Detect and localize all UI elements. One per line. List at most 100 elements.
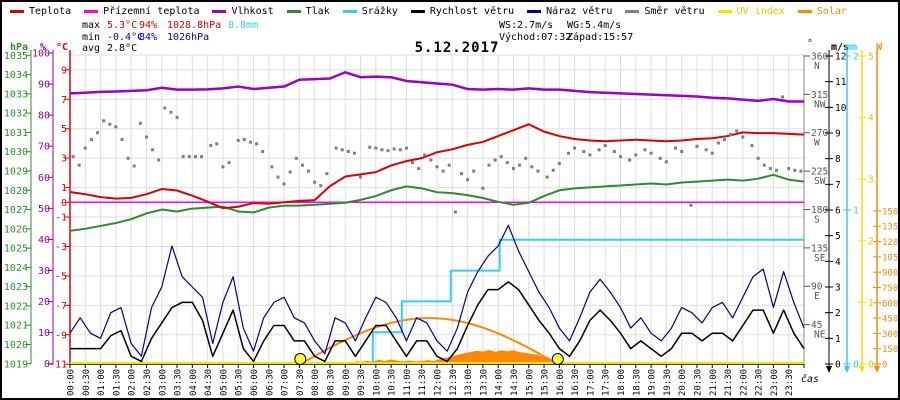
max-temp: 5.3°C: [107, 20, 138, 31]
svg-text:12: 12: [835, 51, 846, 62]
svg-text:16:30: 16:30: [571, 369, 581, 396]
legend-swatch: [717, 10, 732, 13]
svg-text:40: 40: [38, 235, 50, 246]
svg-text:1: 1: [61, 183, 67, 194]
svg-text:18:30: 18:30: [632, 369, 642, 396]
svg-text:23:00: 23:00: [770, 369, 780, 396]
legend-label: Přízemní teplota: [103, 6, 200, 17]
svg-text:03:00: 03:00: [158, 369, 168, 396]
svg-text:1: 1: [835, 334, 841, 345]
svg-text:NW: NW: [814, 99, 826, 110]
svg-text:600: 600: [882, 299, 898, 309]
svg-text:80: 80: [38, 111, 50, 122]
svg-text:9: 9: [61, 65, 67, 76]
legend-item-1: Přízemní teplota: [84, 6, 199, 17]
legend-item-5: Rychlost větru: [410, 6, 514, 17]
svg-text:225: 225: [811, 167, 828, 178]
max-rain: 0.8mm: [228, 20, 259, 31]
svg-text:0: 0: [835, 360, 841, 371]
svg-text:1032: 1032: [4, 109, 28, 120]
svg-text:300: 300: [882, 330, 898, 340]
wind-gust-max: WG:5.4m/s: [567, 20, 622, 31]
svg-text:20: 20: [38, 297, 50, 308]
svg-text:1: 1: [853, 206, 859, 217]
svg-text:100: 100: [32, 49, 50, 60]
svg-text:70: 70: [38, 142, 50, 153]
svg-text:-1: -1: [55, 213, 67, 224]
svg-text:21:30: 21:30: [724, 369, 734, 396]
svg-text:07:30: 07:30: [296, 369, 306, 396]
svg-text:10: 10: [835, 103, 847, 114]
svg-text:1020: 1020: [4, 340, 28, 351]
svg-text:1019: 1019: [4, 359, 28, 370]
svg-text:7: 7: [61, 95, 67, 106]
direction-axis-unit: °: [807, 38, 814, 49]
svg-text:16:00: 16:00: [556, 369, 566, 396]
sunset-time: Západ:15:57: [567, 31, 634, 43]
svg-text:06:00: 06:00: [250, 369, 260, 396]
rain-axis-unit: mm: [845, 42, 858, 53]
legend-label: Solar: [816, 6, 847, 17]
legend-label: Náraz větru: [546, 6, 613, 17]
svg-text:S: S: [814, 214, 820, 225]
svg-text:12:00: 12:00: [434, 369, 444, 396]
svg-text:360: 360: [811, 51, 828, 62]
svg-text:60: 60: [38, 173, 50, 184]
legend-swatch: [625, 10, 640, 13]
stats-min-row: min -0.4°C84% 1026hPa: [82, 32, 258, 44]
legend-item-9: Solar: [797, 6, 847, 17]
svg-text:1025: 1025: [4, 244, 28, 255]
sun-times-row: Východ:07:32Západ:15:57: [499, 32, 633, 44]
svg-text:1034: 1034: [4, 70, 28, 81]
svg-text:07:00: 07:00: [281, 369, 291, 396]
legend-label: Vlhkost: [231, 6, 274, 17]
max-humidity: 94%: [139, 20, 158, 31]
svg-text:1350: 1350: [882, 223, 900, 233]
svg-text:5: 5: [868, 52, 874, 63]
svg-text:03:30: 03:30: [174, 369, 184, 396]
svg-text:15:30: 15:30: [541, 369, 551, 396]
svg-text:90: 90: [811, 282, 823, 293]
legend-item-4: Srážky: [342, 6, 398, 17]
svg-text:N: N: [814, 61, 820, 72]
svg-text:11: 11: [835, 77, 847, 88]
min-temp: -0.4°C: [107, 31, 144, 43]
svg-text:-7: -7: [55, 301, 67, 312]
stats-max-row: max 5.3°C 94% 1028.8hPa 0.8mm: [82, 20, 258, 32]
legend-item-3: Tlak: [286, 6, 330, 17]
svg-text:8: 8: [835, 154, 841, 165]
svg-text:1035: 1035: [4, 51, 28, 62]
svg-text:1200: 1200: [882, 238, 900, 248]
legend-swatch: [10, 10, 24, 13]
svg-text:315: 315: [811, 90, 828, 101]
svg-text:30: 30: [38, 266, 50, 277]
svg-text:5: 5: [61, 124, 67, 135]
svg-text:3: 3: [868, 175, 874, 186]
svg-text:12:30: 12:30: [449, 369, 459, 396]
svg-text:1023: 1023: [4, 282, 28, 293]
min-pressure: 1026hPa: [167, 31, 210, 43]
svg-text:10:30: 10:30: [388, 369, 398, 396]
legend: Teplota Přízemní teplota Vlhkost Tlak Srážky…: [10, 6, 847, 17]
max-label: max: [82, 20, 101, 31]
svg-text:50: 50: [38, 204, 50, 215]
svg-text:0: 0: [44, 359, 50, 370]
svg-text:W: W: [814, 138, 820, 149]
svg-text:0: 0: [853, 360, 859, 371]
svg-text:1028: 1028: [4, 186, 28, 197]
svg-text:1026: 1026: [4, 224, 28, 235]
wind-stats-row: WS:2.7m/s WG:5.4m/s: [499, 20, 633, 32]
svg-text:10: 10: [38, 328, 50, 339]
legend-item-2: Vlhkost: [212, 6, 274, 17]
svg-text:E: E: [814, 291, 820, 302]
svg-text:00:30: 00:30: [82, 369, 92, 396]
svg-text:1: 1: [868, 298, 874, 309]
wind-axis-unit: m/s: [831, 42, 850, 53]
max-pressure: 1028.8hPa: [167, 20, 222, 31]
svg-text:05:00: 05:00: [219, 369, 229, 396]
stats-right: WS:2.7m/s WG:5.4m/s Východ:07:32Západ:15:…: [499, 20, 633, 43]
svg-text:04:00: 04:00: [189, 369, 199, 396]
svg-text:135: 135: [811, 243, 828, 254]
